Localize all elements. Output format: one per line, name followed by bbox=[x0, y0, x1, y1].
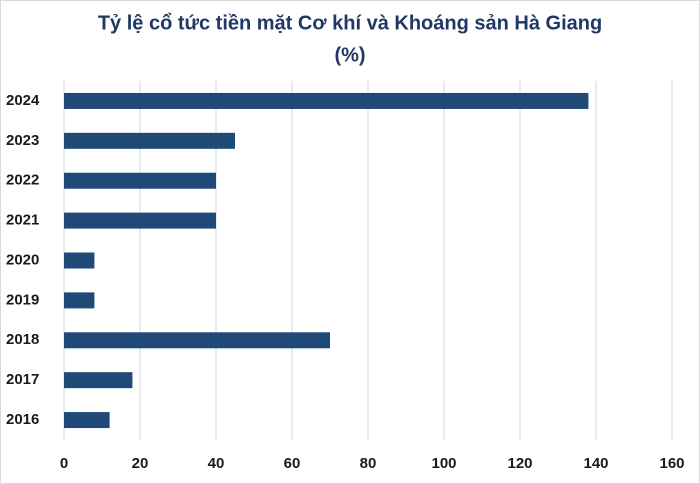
chart-subtitle: (%) bbox=[334, 44, 365, 66]
x-tick-label: 160 bbox=[659, 455, 684, 472]
y-tick-label: 2021 bbox=[6, 212, 39, 229]
x-tick-label: 0 bbox=[60, 455, 68, 472]
bar bbox=[64, 172, 216, 189]
x-tick-label: 100 bbox=[431, 455, 456, 472]
bar bbox=[64, 372, 133, 389]
bar bbox=[64, 92, 589, 109]
y-tick-label: 2020 bbox=[6, 251, 39, 268]
bar bbox=[64, 332, 330, 349]
bar bbox=[64, 132, 235, 149]
y-tick-label: 2018 bbox=[6, 331, 39, 348]
bar bbox=[64, 412, 110, 429]
bar bbox=[64, 212, 216, 229]
x-tick-label: 20 bbox=[132, 455, 149, 472]
bar bbox=[64, 292, 95, 309]
x-tick-label: 120 bbox=[507, 455, 532, 472]
x-tick-label: 140 bbox=[583, 455, 608, 472]
y-tick-label: 2019 bbox=[6, 291, 39, 308]
x-tick-label: 60 bbox=[284, 455, 301, 472]
x-tick-label: 80 bbox=[360, 455, 377, 472]
y-tick-label: 2024 bbox=[6, 92, 40, 109]
x-tick-label: 40 bbox=[208, 455, 225, 472]
chart-title: Tỷ lệ cổ tức tiền mặt Cơ khí và Khoáng s… bbox=[98, 12, 602, 34]
y-tick-label: 2016 bbox=[6, 411, 39, 428]
y-tick-label: 2023 bbox=[6, 132, 39, 149]
bar bbox=[64, 252, 95, 269]
y-tick-label: 2022 bbox=[6, 172, 39, 189]
y-tick-label: 2017 bbox=[6, 371, 39, 388]
